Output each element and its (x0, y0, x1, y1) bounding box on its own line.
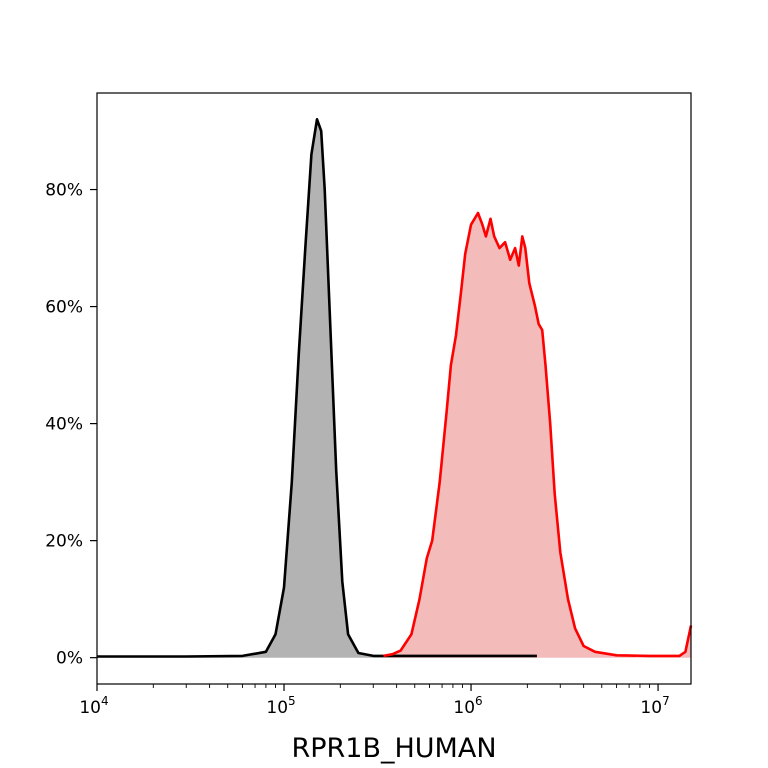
x-axis-label: RPR1B_HUMAN (291, 733, 496, 764)
x-axis-ticks: 104 105 106 107 (79, 684, 670, 718)
x-tick-label: 104 (79, 694, 108, 718)
series-0-area (97, 119, 537, 658)
x-tick-label: 106 (453, 694, 482, 718)
x-tick-label: 105 (266, 694, 295, 718)
y-tick-label: 60% (45, 298, 83, 318)
y-tick-label: 20% (45, 532, 83, 552)
series-1-area (383, 213, 691, 658)
y-tick-label: 0% (56, 649, 83, 669)
series-lines (97, 118, 693, 658)
series-1-line (383, 211, 693, 658)
y-axis-ticks: 0% 20% 40% 60% 80% (45, 181, 97, 669)
series-0-line (97, 118, 537, 658)
x-tick-label: 107 (640, 694, 669, 718)
y-tick-label: 80% (45, 181, 83, 201)
y-tick-label: 40% (45, 415, 83, 435)
plot-frame (96, 92, 692, 685)
series-areas (97, 119, 691, 658)
